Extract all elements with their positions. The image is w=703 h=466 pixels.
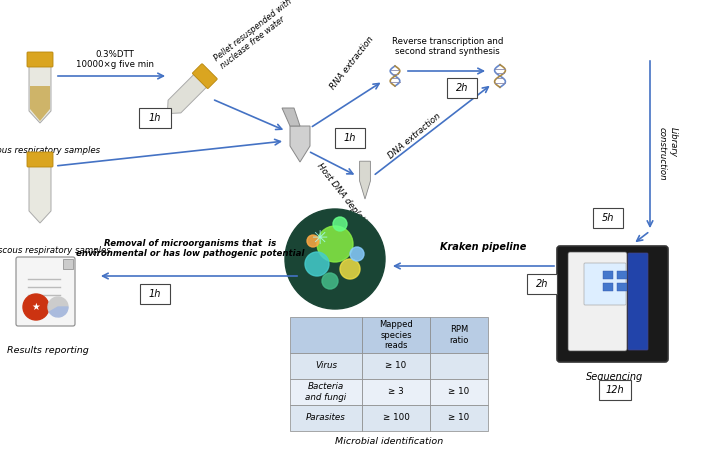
Text: Non-viscous respiratory samples: Non-viscous respiratory samples bbox=[0, 246, 110, 255]
FancyBboxPatch shape bbox=[568, 252, 627, 351]
Text: 2h: 2h bbox=[456, 83, 468, 93]
Text: Kraken pipeline: Kraken pipeline bbox=[440, 242, 527, 252]
Polygon shape bbox=[167, 74, 207, 114]
Circle shape bbox=[23, 294, 49, 320]
Polygon shape bbox=[282, 108, 300, 126]
Text: Parasites: Parasites bbox=[306, 413, 346, 423]
Bar bbox=[290, 379, 362, 405]
Bar bbox=[430, 405, 488, 431]
FancyBboxPatch shape bbox=[193, 64, 217, 89]
Text: Bacteria
and fungi: Bacteria and fungi bbox=[305, 382, 347, 402]
Bar bbox=[617, 271, 627, 279]
Polygon shape bbox=[29, 166, 51, 223]
Text: Mapped
species
reads: Mapped species reads bbox=[379, 320, 413, 350]
Text: 1h: 1h bbox=[149, 289, 161, 299]
Text: RNA extraction: RNA extraction bbox=[328, 34, 375, 91]
FancyBboxPatch shape bbox=[139, 108, 171, 128]
Text: Viscous respiratory samples: Viscous respiratory samples bbox=[0, 146, 101, 155]
Circle shape bbox=[333, 217, 347, 231]
Text: ✳: ✳ bbox=[312, 229, 328, 248]
Bar bbox=[603, 271, 613, 279]
Text: 0.3%DTT
10000×g five min: 0.3%DTT 10000×g five min bbox=[76, 49, 154, 69]
FancyBboxPatch shape bbox=[593, 208, 623, 228]
Polygon shape bbox=[63, 259, 73, 269]
Bar bbox=[430, 379, 488, 405]
FancyBboxPatch shape bbox=[27, 52, 53, 67]
Bar bbox=[617, 283, 627, 291]
Text: Library
construction: Library construction bbox=[658, 127, 678, 180]
Bar bbox=[362, 353, 430, 379]
Bar bbox=[290, 317, 362, 353]
Text: RPM
ratio: RPM ratio bbox=[449, 325, 469, 345]
Wedge shape bbox=[48, 297, 68, 312]
Bar bbox=[290, 353, 362, 379]
Text: Virus: Virus bbox=[315, 362, 337, 370]
FancyBboxPatch shape bbox=[140, 284, 170, 304]
FancyBboxPatch shape bbox=[628, 253, 648, 350]
Circle shape bbox=[305, 252, 329, 276]
Wedge shape bbox=[49, 307, 68, 317]
FancyBboxPatch shape bbox=[335, 128, 365, 148]
Text: Reverse transcription and
second strand synthesis: Reverse transcription and second strand … bbox=[392, 37, 503, 56]
FancyBboxPatch shape bbox=[447, 78, 477, 98]
Text: ≥ 10: ≥ 10 bbox=[449, 388, 470, 397]
Text: ≥ 10: ≥ 10 bbox=[385, 362, 406, 370]
FancyBboxPatch shape bbox=[527, 274, 557, 294]
Circle shape bbox=[322, 273, 338, 289]
Polygon shape bbox=[29, 66, 51, 123]
Bar bbox=[430, 317, 488, 353]
Circle shape bbox=[350, 247, 364, 261]
Text: ≥ 10: ≥ 10 bbox=[449, 413, 470, 423]
Polygon shape bbox=[290, 126, 310, 162]
Bar bbox=[362, 405, 430, 431]
FancyBboxPatch shape bbox=[584, 263, 626, 305]
Circle shape bbox=[340, 259, 360, 279]
Text: ≥ 3: ≥ 3 bbox=[388, 388, 404, 397]
Text: Sequencing: Sequencing bbox=[586, 372, 644, 382]
Text: 1h: 1h bbox=[149, 113, 161, 123]
Text: Microbial identification: Microbial identification bbox=[335, 437, 443, 446]
FancyBboxPatch shape bbox=[16, 257, 75, 326]
Text: Pellet resuspended with
nuclease free water: Pellet resuspended with nuclease free wa… bbox=[212, 0, 299, 71]
FancyBboxPatch shape bbox=[27, 152, 53, 167]
Text: Removal of microorganisms that  is
environmental or has low pathogenic potential: Removal of microorganisms that is enviro… bbox=[76, 239, 304, 258]
Text: 12h: 12h bbox=[606, 385, 624, 395]
Bar bbox=[362, 379, 430, 405]
FancyBboxPatch shape bbox=[557, 246, 668, 362]
FancyBboxPatch shape bbox=[599, 380, 631, 400]
Text: 5h: 5h bbox=[602, 213, 614, 223]
Circle shape bbox=[317, 226, 353, 262]
Polygon shape bbox=[360, 161, 370, 199]
Text: Host DNA depletion: Host DNA depletion bbox=[315, 161, 374, 233]
Bar bbox=[603, 283, 613, 291]
Text: ★: ★ bbox=[32, 302, 40, 312]
Polygon shape bbox=[30, 86, 50, 121]
Text: 1h: 1h bbox=[344, 133, 356, 143]
Circle shape bbox=[285, 209, 385, 309]
Circle shape bbox=[307, 235, 319, 247]
Bar bbox=[362, 317, 430, 353]
Bar bbox=[430, 353, 488, 379]
Text: DNA extraction: DNA extraction bbox=[387, 112, 443, 161]
Bar bbox=[290, 405, 362, 431]
Text: Results reporting: Results reporting bbox=[7, 346, 89, 355]
Text: ≥ 100: ≥ 100 bbox=[382, 413, 409, 423]
Text: 2h: 2h bbox=[536, 279, 548, 289]
